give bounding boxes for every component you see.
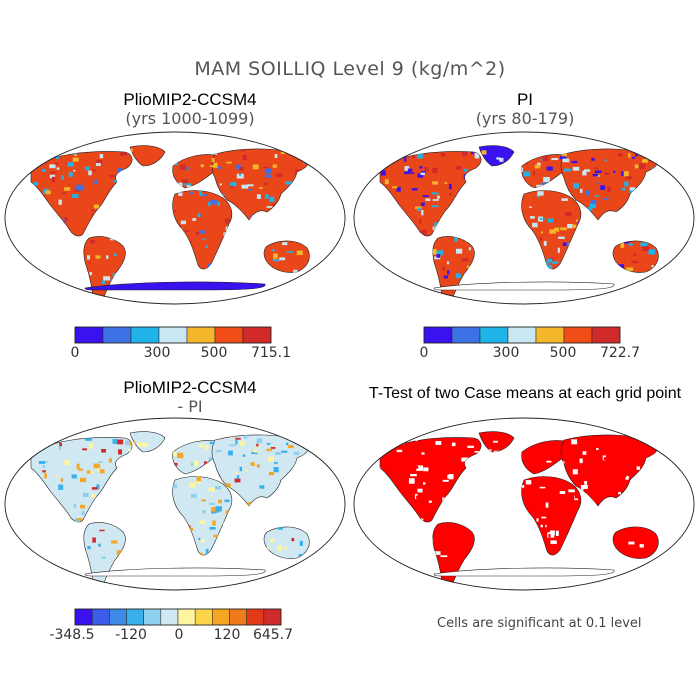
colorbar-swatch [160,608,179,626]
colorbar-case-tick-3: 715.1 [250,345,292,361]
panel-title-case: PlioMIP2-CCSM4 [123,90,257,109]
colorbar-swatch [591,326,621,344]
colorbar-swatch [126,608,144,626]
map-border-case [4,131,346,305]
colorbar-control-tick-3: 722.7 [599,345,641,361]
colorbar-swatch [507,326,537,344]
colorbar-swatch [91,608,110,626]
colorbar-swatch [263,608,282,626]
colorbar-swatch [130,326,160,344]
ttest-note: Cells are significant at 0.1 level [437,616,642,631]
map-panel-case [4,131,346,305]
colorbar-swatch [214,326,244,344]
colorbar-swatch [246,608,265,626]
colorbar-control-tick-1: 300 [492,345,520,361]
map-panel-control [353,131,695,305]
panel-title-ttest: T-Test of two Case means at each grid po… [368,385,682,402]
colorbar-case-tick-1: 300 [143,345,171,361]
panel-title-control: PI [516,90,534,109]
colorbar-diff-tick-3: 120 [213,627,241,643]
colorbar-swatch [563,326,593,344]
colorbar-swatch [242,326,272,344]
map-border-difference [4,417,346,591]
colorbar-control-tick-2: 500 [549,345,577,361]
colorbar-swatch [143,608,162,626]
panel-subtitle-control: (yrs 80-179) [475,109,575,128]
colorbar-swatch [451,326,481,344]
colorbar-swatch [102,326,132,344]
colorbar-swatch [177,608,196,626]
colorbar-case [74,326,272,344]
panel-subtitle-difference: - PI [177,397,203,416]
colorbar-diff-tick-4: 645.7 [252,627,294,643]
panel-subtitle-case: (yrs 1000-1099) [125,109,255,128]
panel-title-difference: PlioMIP2-CCSM4 [123,378,257,397]
colorbar-swatch [186,326,216,344]
colorbar-swatch [535,326,565,344]
colorbar-swatch [74,326,104,344]
colorbar-control [423,326,621,344]
figure-title: MAM SOILLIQ Level 9 (kg/m^2) [194,58,506,80]
map-panel-difference [4,417,346,591]
colorbar-diff-tick-0: -348.5 [49,627,95,643]
colorbar-swatch [212,608,230,626]
colorbar-swatch [109,608,127,626]
map-panel-ttest [353,417,695,591]
colorbar-swatch [194,608,213,626]
colorbar-swatch [479,326,509,344]
colorbar-swatch [423,326,453,344]
colorbar-diff-tick-2: 0 [174,627,184,643]
map-border-ttest [353,417,695,591]
map-border-control [353,131,695,305]
colorbar-control-tick-0: 0 [419,345,429,361]
colorbar-case-tick-2: 500 [200,345,228,361]
colorbar-case-tick-0: 0 [70,345,80,361]
colorbar-difference [74,608,282,626]
colorbar-swatch [74,608,93,626]
colorbar-diff-tick-1: -120 [115,627,147,643]
colorbar-swatch [158,326,188,344]
colorbar-swatch [229,608,247,626]
